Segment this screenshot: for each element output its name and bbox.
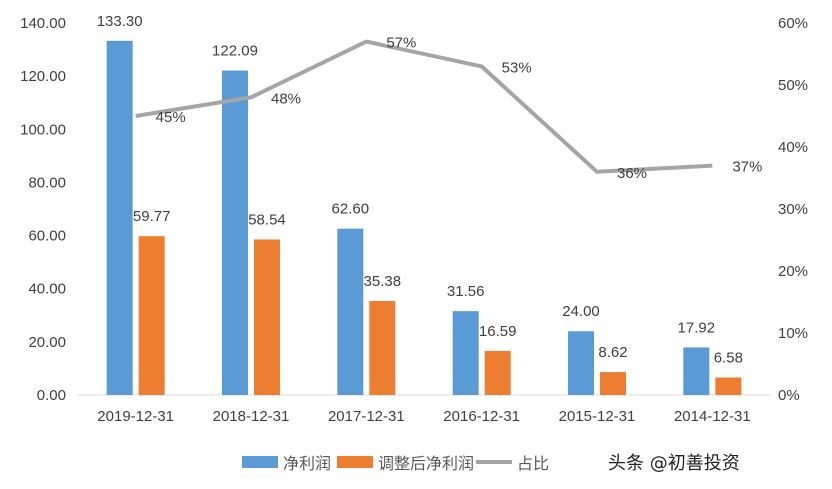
x-axis-tick-label: 2014-12-31: [674, 408, 751, 425]
net-profit-bar: [106, 40, 133, 395]
net-profit-bar: [568, 331, 594, 395]
ratio-data-label: 53%: [502, 59, 532, 76]
net-profit-bar: [337, 228, 364, 395]
legend: 净利润 调整后净利润 占比: [242, 450, 549, 474]
x-axis-tick-label: 2015-12-31: [559, 408, 636, 425]
adjusted-net-profit-data-label: 8.62: [598, 344, 627, 361]
ratio-data-label: 36%: [617, 165, 647, 182]
left-axis-tick-label: 120.00: [20, 68, 66, 85]
adjusted-net-profit-bar: [600, 372, 626, 395]
ratio-line: [135, 39, 713, 174]
left-axis-tick-label: 40.00: [28, 281, 66, 298]
left-axis-tick-label: 100.00: [20, 121, 66, 138]
adjusted-net-profit-data-label: 58.54: [248, 211, 286, 228]
adjusted-net-profit-data-label: 16.59: [479, 323, 517, 340]
adjusted-net-profit-data-label: 35.38: [364, 273, 402, 290]
legend-label-ratio: 占比: [517, 454, 550, 473]
x-axis-tick-label: 2019-12-31: [97, 408, 174, 425]
net-profit-data-label: 24.00: [562, 303, 600, 320]
ratio-data-label: 48%: [271, 90, 301, 107]
net-profit-bar: [683, 347, 710, 395]
legend-swatch-adjusted-net-profit: [337, 456, 374, 468]
adjusted-net-profit-bar: [138, 236, 165, 395]
right-axis-tick-label: 20%: [778, 263, 808, 280]
net-profit-bar: [452, 311, 479, 395]
x-axis-tick-label: 2017-12-31: [328, 408, 405, 425]
legend-swatch-ratio: [476, 460, 513, 464]
left-axis-tick-label: 20.00: [28, 334, 66, 351]
net-profit-data-label: 62.60: [332, 201, 370, 218]
adjusted-net-profit-bar: [484, 350, 511, 395]
adjusted-net-profit-bar: [254, 239, 280, 395]
net-profit-data-label: 133.30: [97, 13, 143, 30]
right-axis-tick-label: 0%: [778, 387, 800, 404]
adjusted-net-profit-bar: [369, 300, 396, 395]
legend-label-net-profit: 净利润: [283, 454, 332, 473]
left-axis-tick-label: 60.00: [28, 228, 66, 245]
legend-swatch-net-profit: [242, 456, 278, 468]
right-axis-tick-label: 40%: [778, 139, 808, 156]
right-axis-tick-label: 60%: [778, 15, 808, 32]
ratio-data-label: 57%: [386, 35, 416, 52]
net-profit-data-label: 17.92: [678, 319, 716, 336]
net-profit-data-label: 122.09: [212, 43, 258, 60]
ratio-data-label: 45%: [156, 109, 186, 126]
watermark: 头条 @初善投资: [608, 453, 740, 474]
adjusted-net-profit-data-label: 6.58: [714, 350, 743, 367]
right-axis-tick-label: 50%: [778, 77, 808, 94]
left-axis-tick-label: 80.00: [28, 174, 66, 191]
x-axis-tick-label: 2016-12-31: [443, 408, 520, 425]
adjusted-net-profit-bar: [715, 377, 742, 395]
net-profit-data-label: 31.56: [447, 283, 485, 300]
ratio-data-label: 37%: [732, 159, 762, 176]
right-axis-tick-label: 30%: [778, 201, 808, 218]
left-axis-tick-label: 0.00: [37, 387, 66, 404]
legend-label-adjusted-net-profit: 调整后净利润: [378, 454, 475, 473]
right-axis-tick-label: 10%: [778, 325, 808, 342]
left-axis-tick-label: 140.00: [20, 15, 66, 32]
x-axis-tick-label: 2018-12-31: [213, 408, 290, 425]
adjusted-net-profit-data-label: 59.77: [133, 208, 171, 225]
net-profit-bar: [222, 70, 248, 396]
